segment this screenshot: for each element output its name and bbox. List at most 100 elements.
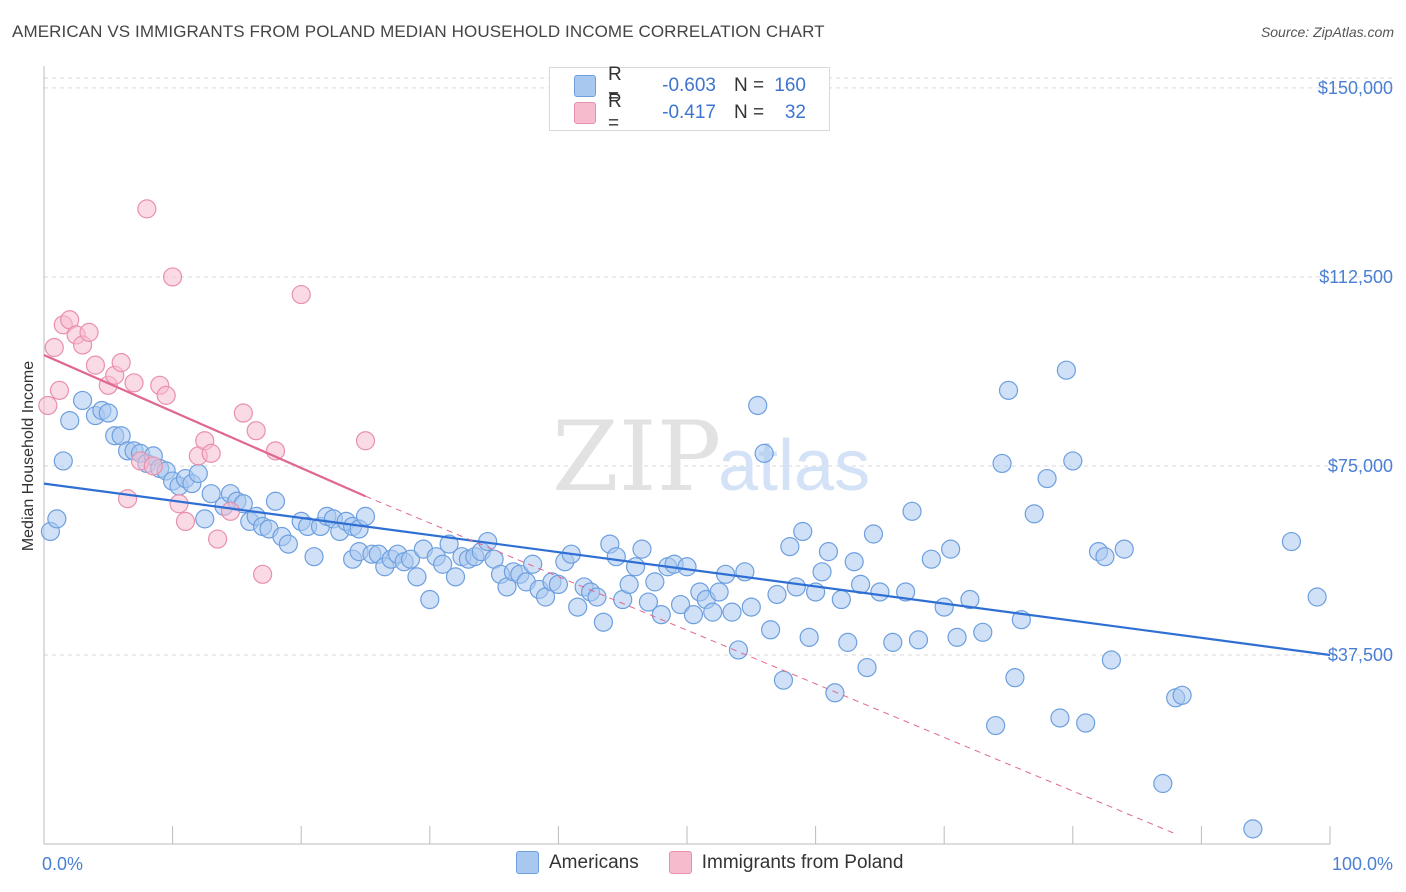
data-point [201, 484, 221, 504]
data-point [645, 572, 665, 592]
data-point [748, 395, 768, 416]
data-point [812, 562, 832, 582]
data-point [1056, 360, 1076, 380]
data-point [780, 537, 800, 557]
data-point [79, 322, 99, 342]
x-tick-label: 0.0% [42, 854, 83, 874]
data-point [619, 574, 639, 595]
legend-n-value: 160 [774, 75, 806, 96]
data-point [992, 453, 1012, 474]
data-point [253, 564, 273, 584]
data-point [651, 605, 671, 625]
data-point [921, 549, 941, 569]
data-point [844, 552, 864, 572]
legend-label-americans: Americans [549, 851, 639, 873]
data-point [278, 534, 298, 554]
data-point [831, 589, 851, 610]
data-point [38, 395, 58, 416]
data-point [998, 380, 1019, 400]
trend-line-poland [43, 354, 366, 498]
data-point [137, 199, 157, 219]
data-point [870, 582, 890, 602]
data-point [47, 509, 67, 529]
data-point [786, 577, 806, 597]
y-axis-label: Median Household Income [20, 361, 37, 551]
data-point [1307, 587, 1327, 607]
data-point [625, 557, 646, 577]
data-point [445, 567, 466, 587]
data-point [60, 410, 80, 431]
data-point [44, 337, 64, 358]
data-point [439, 534, 459, 554]
data-point [304, 547, 324, 567]
data-point [857, 657, 877, 678]
data-point [72, 390, 93, 411]
trend-line-poland-extrapolated [365, 495, 1176, 835]
legend-r-value: -0.417 [662, 102, 716, 123]
data-point [568, 597, 588, 617]
data-point [593, 612, 614, 632]
data-point [420, 589, 440, 610]
data-point [156, 385, 176, 405]
data-point [818, 542, 839, 562]
legend-label-poland: Immigrants from Poland [701, 851, 904, 873]
legend-row-poland: R = -0.417 N = 32 [574, 91, 806, 134]
series-legend: Americans Immigrants from Poland [516, 851, 933, 874]
legend-item-americans[interactable]: Americans [516, 851, 639, 874]
watermark-zip: ZIP [552, 401, 721, 513]
legend-row-americans: R = -0.603 N = 160 [574, 64, 806, 107]
data-point [246, 421, 266, 441]
data-point [143, 456, 163, 476]
data-point [863, 524, 884, 544]
data-point [111, 353, 131, 373]
data-point [175, 511, 196, 532]
data-point [124, 373, 144, 393]
data-point [728, 640, 749, 660]
y-tick-label: $150,000 [1318, 78, 1393, 98]
data-point [265, 491, 286, 511]
tick-labels: $37,500 $75,000 $112,500 $150,000 0.0% 100.0% [42, 78, 1393, 874]
data-point [433, 554, 453, 574]
data-point [741, 597, 761, 617]
data-point [1005, 668, 1025, 688]
data-point [1050, 708, 1070, 728]
legend-swatch-poland [668, 851, 692, 874]
data-point [85, 355, 106, 375]
data-point [677, 557, 697, 577]
data-point [1172, 685, 1192, 705]
chart-title: AMERICAN VS IMMIGRANTS FROM POLAND MEDIA… [12, 22, 825, 41]
data-point [760, 620, 781, 640]
data-point [754, 443, 774, 463]
data-point [960, 589, 980, 610]
data-point [1024, 504, 1044, 524]
x-tick-label: 100.0% [1332, 854, 1393, 874]
data-point [1037, 468, 1057, 489]
data-point [355, 431, 376, 451]
data-point [638, 592, 659, 612]
data-point [163, 267, 183, 287]
legend-swatch-pink [574, 102, 596, 124]
data-point [773, 670, 794, 690]
y-tick-label: $112,500 [1319, 267, 1393, 287]
data-point [523, 554, 543, 574]
data-point [973, 622, 993, 642]
data-point [1076, 713, 1096, 733]
legend-item-poland[interactable]: Immigrants from Poland [668, 851, 904, 874]
data-point [169, 494, 189, 514]
data-point [934, 597, 954, 617]
data-point [908, 630, 929, 650]
data-point [1243, 819, 1263, 839]
data-point [793, 521, 813, 542]
legend-swatch-blue [574, 75, 596, 97]
data-point [291, 284, 311, 305]
data-point [117, 489, 138, 509]
legend-n-label: N = [734, 75, 765, 96]
data-point [208, 529, 228, 549]
data-point [220, 501, 241, 521]
data-point [896, 582, 916, 602]
data-point [98, 403, 118, 423]
data-point [1063, 451, 1083, 471]
trend-line-americans [43, 482, 1331, 657]
data-point [632, 539, 652, 559]
